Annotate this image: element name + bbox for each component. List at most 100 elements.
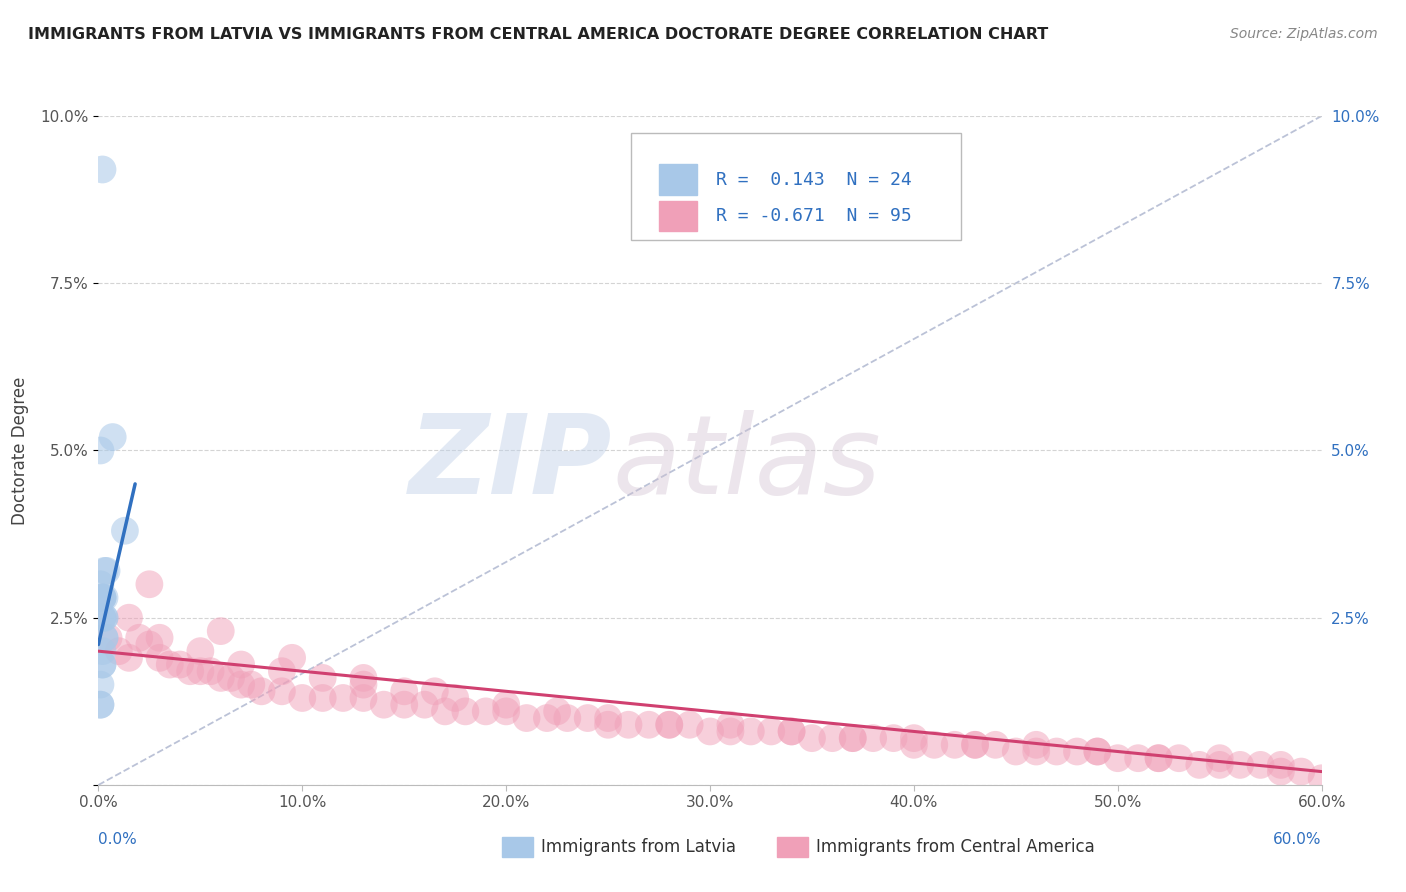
Point bbox=[118, 611, 141, 625]
Point bbox=[91, 657, 114, 672]
Point bbox=[1004, 744, 1026, 758]
Point bbox=[91, 591, 114, 605]
Text: IMMIGRANTS FROM LATVIA VS IMMIGRANTS FROM CENTRAL AMERICA DOCTORATE DEGREE CORRE: IMMIGRANTS FROM LATVIA VS IMMIGRANTS FRO… bbox=[28, 27, 1049, 42]
Point bbox=[699, 724, 721, 739]
Point bbox=[91, 644, 114, 658]
Point bbox=[903, 738, 925, 752]
Point bbox=[169, 657, 191, 672]
Point bbox=[454, 705, 477, 719]
Point bbox=[444, 690, 467, 705]
Point bbox=[1025, 744, 1047, 758]
Point bbox=[93, 564, 115, 578]
Point bbox=[240, 678, 263, 692]
Point bbox=[200, 664, 222, 679]
Point bbox=[557, 711, 579, 725]
Point bbox=[312, 690, 335, 705]
Point bbox=[93, 631, 115, 645]
FancyBboxPatch shape bbox=[630, 133, 960, 240]
Point bbox=[598, 711, 620, 725]
Point bbox=[862, 731, 884, 746]
Point bbox=[91, 591, 114, 605]
Text: Immigrants from Latvia: Immigrants from Latvia bbox=[541, 838, 737, 856]
Point bbox=[423, 684, 446, 698]
Point bbox=[679, 717, 702, 731]
Point bbox=[821, 731, 844, 746]
Point bbox=[780, 724, 803, 739]
Point bbox=[658, 717, 681, 731]
Text: R =  0.143  N = 24: R = 0.143 N = 24 bbox=[716, 170, 911, 188]
Point bbox=[434, 705, 457, 719]
Point bbox=[138, 637, 160, 651]
Point bbox=[413, 698, 436, 712]
Point bbox=[138, 577, 160, 591]
Point bbox=[1270, 758, 1292, 772]
Point bbox=[801, 731, 824, 746]
Point bbox=[93, 591, 115, 605]
Bar bbox=[658, 202, 697, 231]
Bar bbox=[502, 837, 533, 857]
Point bbox=[96, 564, 118, 578]
Text: Source: ZipAtlas.com: Source: ZipAtlas.com bbox=[1230, 27, 1378, 41]
Point bbox=[617, 717, 640, 731]
Point bbox=[536, 711, 558, 725]
Point bbox=[89, 698, 111, 712]
Point bbox=[598, 717, 620, 731]
Point bbox=[373, 698, 395, 712]
Point bbox=[89, 443, 111, 458]
Point bbox=[270, 684, 294, 698]
Point bbox=[281, 651, 304, 665]
Point bbox=[780, 724, 803, 739]
Point bbox=[1229, 758, 1251, 772]
Point bbox=[474, 705, 498, 719]
Point bbox=[841, 731, 863, 746]
Point bbox=[209, 624, 232, 639]
Point bbox=[179, 664, 201, 679]
Point bbox=[1167, 751, 1189, 765]
Text: Immigrants from Central America: Immigrants from Central America bbox=[817, 838, 1095, 856]
Point bbox=[392, 698, 416, 712]
Point bbox=[114, 524, 136, 538]
Point bbox=[89, 577, 111, 591]
Point bbox=[658, 717, 681, 731]
Point bbox=[1085, 744, 1108, 758]
Point bbox=[1066, 744, 1088, 758]
Point bbox=[97, 631, 120, 645]
Point bbox=[188, 664, 212, 679]
Point bbox=[352, 671, 374, 685]
Point bbox=[93, 631, 115, 645]
Point bbox=[250, 684, 273, 698]
Point bbox=[883, 731, 905, 746]
Point bbox=[984, 738, 1007, 752]
Point bbox=[118, 651, 141, 665]
Point bbox=[270, 664, 294, 679]
Point bbox=[903, 731, 925, 746]
Text: atlas: atlas bbox=[612, 410, 880, 517]
Point bbox=[720, 717, 742, 731]
Point bbox=[91, 611, 114, 625]
Point bbox=[495, 698, 517, 712]
Point bbox=[1310, 771, 1333, 786]
Point bbox=[1025, 738, 1047, 752]
Point bbox=[101, 430, 124, 444]
Point bbox=[720, 724, 742, 739]
Point bbox=[291, 690, 314, 705]
Point bbox=[965, 738, 987, 752]
Point bbox=[965, 738, 987, 752]
Point bbox=[761, 724, 783, 739]
Point bbox=[1147, 751, 1170, 765]
Bar bbox=[658, 164, 697, 194]
Point bbox=[516, 711, 538, 725]
Point bbox=[841, 731, 863, 746]
Point bbox=[159, 657, 181, 672]
Point bbox=[332, 690, 354, 705]
Point bbox=[576, 711, 599, 725]
Point bbox=[1107, 751, 1129, 765]
Point bbox=[219, 671, 242, 685]
Point bbox=[93, 611, 115, 625]
Text: 60.0%: 60.0% bbox=[1274, 831, 1322, 847]
Text: 0.0%: 0.0% bbox=[98, 831, 138, 847]
Point bbox=[1249, 758, 1271, 772]
Point bbox=[128, 631, 150, 645]
Point bbox=[1085, 744, 1108, 758]
Point bbox=[188, 644, 212, 658]
